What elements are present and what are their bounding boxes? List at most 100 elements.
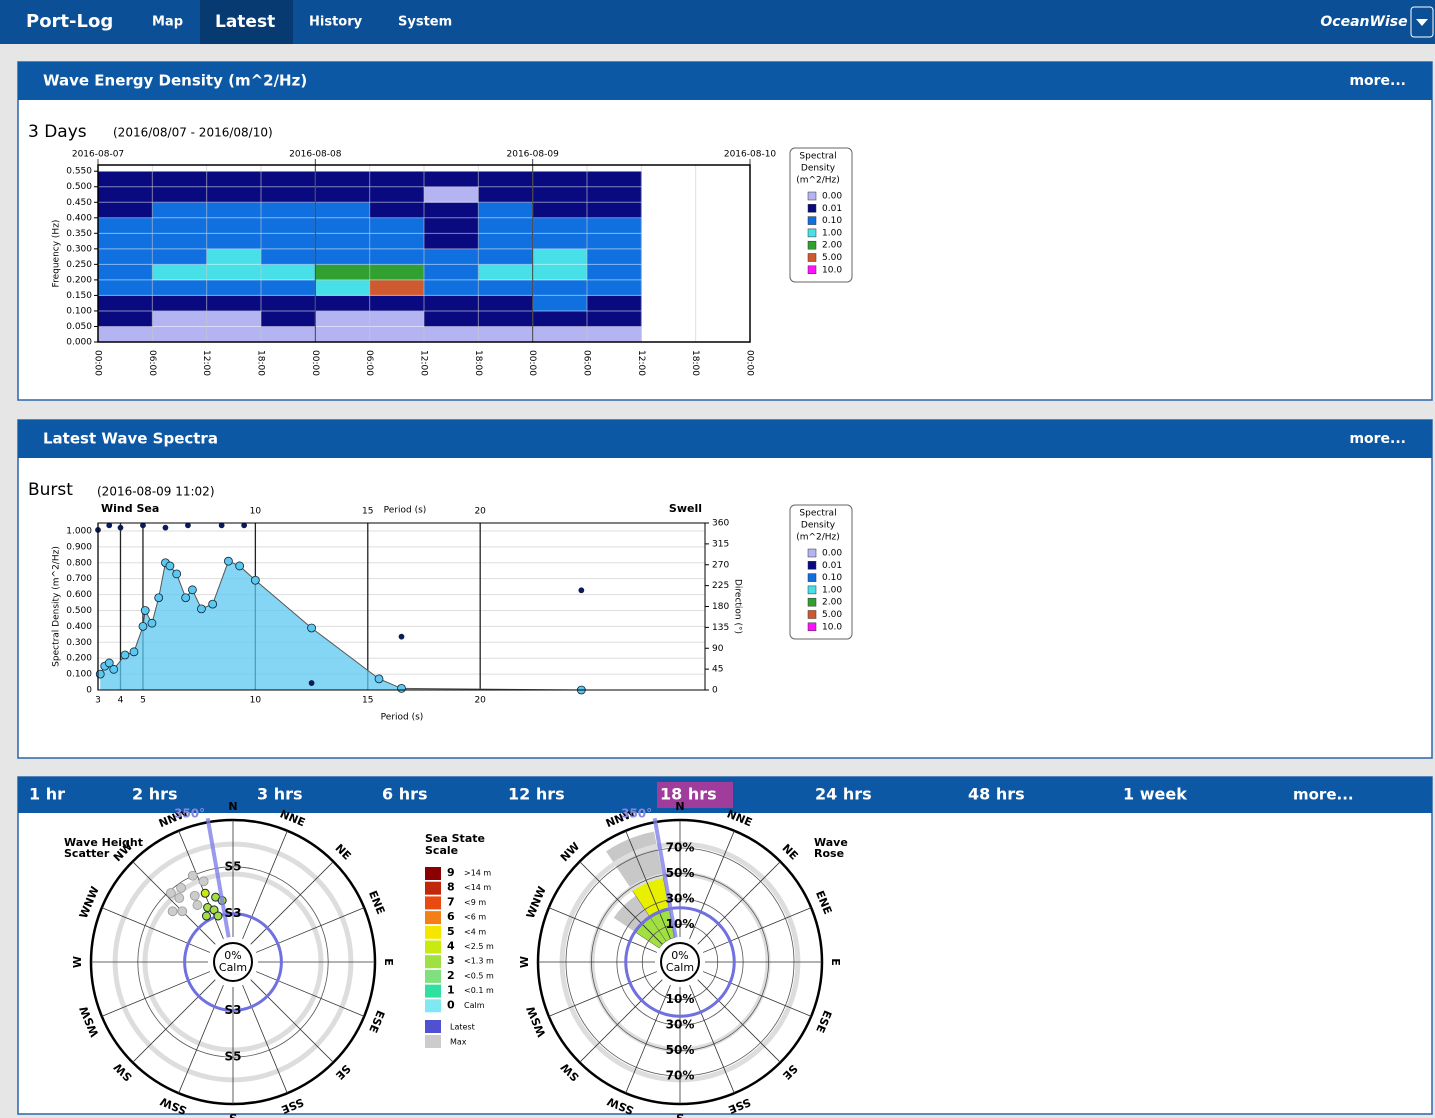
- heat-cell: [587, 217, 642, 234]
- legend-swatch: [807, 191, 817, 201]
- x-axis-label: Period (s): [381, 713, 424, 723]
- density-point: [95, 669, 105, 679]
- more-link[interactable]: more...: [1349, 73, 1406, 89]
- max-point: [187, 870, 198, 881]
- spoke: [548, 971, 658, 1017]
- direction-point: [218, 522, 225, 529]
- y2-tick-label: 225: [712, 581, 729, 591]
- density-point: [397, 684, 406, 693]
- nav-item[interactable]: Latest: [215, 12, 275, 32]
- heat-cell: [369, 202, 425, 219]
- y-tick-label: 0.550: [66, 167, 92, 177]
- y-tick-label: 0.500: [66, 182, 92, 192]
- tab[interactable]: 1 hr: [29, 785, 65, 804]
- tab[interactable]: 2 hrs: [132, 785, 178, 804]
- legend-swatch: [807, 240, 817, 250]
- legend-label: 2.00: [822, 241, 842, 251]
- scale-swatch: [425, 1020, 441, 1033]
- tab[interactable]: 6 hrs: [382, 785, 428, 804]
- tab[interactable]: 18 hrs: [660, 785, 717, 804]
- heat-cell: [152, 202, 207, 219]
- brand[interactable]: Port-Log: [26, 11, 113, 32]
- nav-item[interactable]: History: [309, 15, 363, 30]
- heat-cell: [98, 279, 153, 296]
- scale-label: <0.1 m: [464, 986, 494, 995]
- x-tick-label: 12:00: [419, 350, 429, 376]
- latest-point: [200, 888, 210, 898]
- spoke: [250, 979, 334, 1063]
- y-tick-label: 0.600: [66, 590, 92, 600]
- heat-cell: [587, 326, 642, 343]
- x-tick-label: 00:00: [310, 350, 320, 376]
- annotation: Wind Sea: [101, 502, 159, 515]
- heat-cell: [587, 310, 642, 327]
- tab[interactable]: 3 hrs: [257, 785, 303, 804]
- heat-cell: [206, 295, 262, 312]
- ring-label: 30%: [666, 1018, 695, 1032]
- x-tick-label: 00:00: [93, 350, 103, 376]
- legend-swatch: [807, 265, 817, 275]
- heat-cell: [315, 186, 370, 203]
- heat-cell: [206, 279, 262, 296]
- latest-ring: [624, 906, 736, 1018]
- heat-cell: [532, 186, 588, 203]
- y-tick-label: 0.050: [66, 322, 92, 332]
- legend-box: [789, 147, 853, 283]
- heat-cell: [587, 295, 642, 312]
- heat-cell: [152, 186, 207, 203]
- more-link[interactable]: more...: [1349, 431, 1406, 447]
- heat-cell: [587, 171, 642, 188]
- x-top-tick-label: 20: [474, 507, 486, 517]
- heat-cell: [369, 326, 425, 343]
- ring-label: S3: [225, 906, 242, 920]
- heat-cell: [315, 326, 370, 343]
- scale-swatch: [425, 911, 441, 925]
- heat-cell: [315, 217, 370, 234]
- dropdown-button[interactable]: [1410, 6, 1434, 38]
- direction-label: 350°: [621, 807, 652, 821]
- tab[interactable]: 12 hrs: [508, 785, 565, 804]
- y-axis-label: Spectral Density (m^2/Hz): [52, 546, 62, 667]
- spoke: [579, 979, 663, 1063]
- tab[interactable]: 24 hrs: [815, 785, 872, 804]
- density-point: [188, 585, 197, 595]
- compass-label: W: [518, 956, 531, 968]
- legend-swatch: [807, 597, 817, 607]
- density-point: [307, 623, 316, 633]
- rose-title: Wave: [814, 836, 848, 849]
- heat-cell: [478, 186, 533, 203]
- nav-item[interactable]: Map: [152, 15, 183, 30]
- legend-title: (m^2/Hz): [796, 176, 840, 186]
- compass-label: E: [382, 958, 395, 966]
- latest-ring: [183, 912, 283, 1012]
- ring-label: 10%: [666, 917, 695, 931]
- rose-title: Wave Height: [64, 836, 143, 849]
- y-tick-label: 0.200: [66, 654, 92, 664]
- y-tick-label: 0: [86, 686, 92, 696]
- date-label: 2016-08-10: [724, 150, 777, 160]
- heading: 3 Days: [28, 122, 87, 142]
- spoke: [689, 830, 735, 940]
- heat-cell: [261, 310, 316, 327]
- y-tick-label: 0.300: [66, 244, 92, 254]
- y-axis-label: Frequency (Hz): [52, 220, 62, 288]
- scale-label: <4 m: [464, 927, 486, 936]
- tab[interactable]: 48 hrs: [968, 785, 1025, 804]
- ring-label: S5: [225, 1050, 242, 1064]
- date-label: 2016-08-09: [507, 150, 560, 160]
- legend-label: 1.00: [822, 585, 842, 595]
- heat-cell: [98, 248, 153, 265]
- nav-item[interactable]: System: [398, 15, 452, 30]
- legend-label: 0.00: [822, 192, 842, 202]
- heat-cell: [152, 295, 207, 312]
- scale-number: 6: [447, 910, 455, 923]
- spoke: [702, 907, 812, 953]
- plot-frame: [97, 164, 751, 343]
- more-link[interactable]: more...: [1293, 786, 1354, 804]
- heat-cell: [424, 264, 479, 281]
- heat-cell: [532, 171, 588, 188]
- tab[interactable]: 1 week: [1123, 785, 1187, 804]
- ring-label: 50%: [666, 1043, 695, 1057]
- density-point: [235, 561, 245, 571]
- heat-cell: [369, 248, 425, 265]
